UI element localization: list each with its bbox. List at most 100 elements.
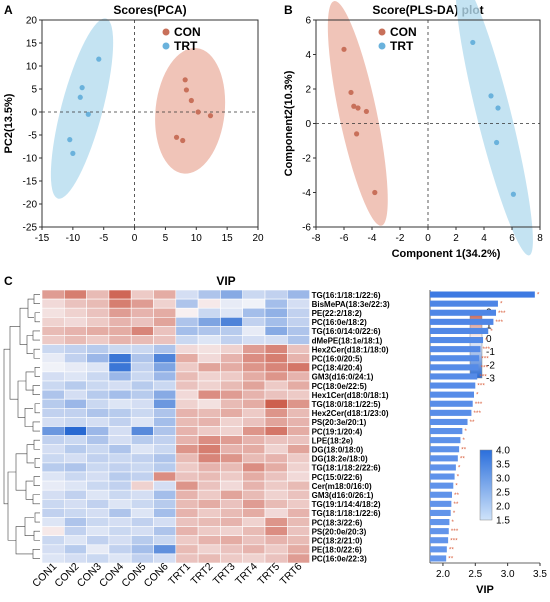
significance-label: * bbox=[537, 292, 540, 299]
heatmap-cell bbox=[153, 535, 177, 546]
heatmap-cell bbox=[153, 289, 177, 300]
significance-label: * bbox=[451, 519, 454, 526]
x-tick-label: -8 bbox=[312, 233, 321, 244]
row-label: PE(18:0/22:6) bbox=[312, 546, 363, 555]
heatmap-cell bbox=[108, 462, 132, 473]
dendrogram-branch bbox=[34, 458, 40, 468]
heatmap-cell bbox=[197, 344, 221, 354]
y-tick-label: -6 bbox=[302, 223, 311, 234]
x-tick-label: 10 bbox=[191, 233, 203, 244]
heatmap-cell bbox=[153, 380, 177, 391]
dendrogram-branch bbox=[7, 471, 16, 541]
heatmap-cell bbox=[286, 389, 310, 400]
dendrogram-branch bbox=[24, 408, 33, 427]
data-point-trt bbox=[488, 93, 494, 99]
heatmap-cell bbox=[86, 353, 110, 364]
heatmap-cell bbox=[64, 499, 87, 509]
row-label: PC(18:0e/22:5) bbox=[312, 382, 367, 391]
heatmap-cell bbox=[130, 417, 154, 427]
heatmap-cell bbox=[130, 435, 154, 446]
vip-colorbar-tick-label: 2.5 bbox=[496, 488, 510, 499]
x-tick-label: 20 bbox=[252, 233, 264, 244]
heatmap-cell bbox=[64, 344, 87, 354]
heatmap-cell bbox=[220, 289, 243, 300]
heatmap-cell bbox=[264, 471, 288, 482]
heatmap-cell bbox=[64, 398, 87, 409]
dendrogram-branch bbox=[33, 294, 40, 304]
heatmap-cell bbox=[108, 426, 132, 436]
heatmap-cell bbox=[41, 462, 65, 473]
x-tick-label: -4 bbox=[368, 233, 377, 244]
data-point-con bbox=[180, 137, 186, 144]
heatmap-cell bbox=[286, 335, 310, 345]
heatmap-cell bbox=[286, 444, 310, 455]
row-label: PC(19:1/20:4) bbox=[312, 427, 363, 436]
heatmap-cell bbox=[242, 289, 266, 300]
row-label: Hex1Cer(d18:0/18:1) bbox=[312, 391, 389, 400]
heatmap-cell bbox=[108, 480, 132, 491]
heatmap-cell bbox=[64, 316, 87, 327]
heatmap-cell bbox=[130, 553, 154, 564]
vip-x-tick-label: 3.0 bbox=[501, 569, 515, 580]
colorbar-tick-label: -2 bbox=[486, 360, 495, 371]
row-label: PC(16:0e/22:3) bbox=[312, 555, 367, 564]
heatmap-cell bbox=[197, 298, 221, 309]
heatmap-cell bbox=[130, 489, 154, 500]
heatmap-cell bbox=[41, 316, 65, 327]
y-tick-label: 0 bbox=[31, 108, 37, 119]
heatmap-cell bbox=[175, 453, 199, 464]
heatmap-cell bbox=[264, 417, 288, 427]
heatmap-cell bbox=[153, 544, 177, 555]
heatmap-cell bbox=[86, 398, 110, 409]
heatmap-cell bbox=[175, 335, 199, 345]
heatmap-cell bbox=[264, 371, 288, 382]
heatmap-cell bbox=[130, 408, 154, 418]
significance-label: ** bbox=[460, 455, 466, 462]
vip-bar bbox=[430, 555, 447, 562]
heatmap-cell bbox=[108, 489, 132, 500]
heatmap-cell bbox=[86, 535, 110, 546]
heatmap-cell bbox=[153, 453, 177, 464]
heatmap-cell bbox=[86, 526, 110, 537]
colorbar-tick-label: 1 bbox=[486, 321, 492, 332]
heatmap-cell bbox=[86, 453, 110, 464]
significance-label: * bbox=[462, 437, 465, 444]
dendrogram-branch bbox=[26, 335, 33, 354]
heatmap-cell bbox=[242, 471, 266, 482]
y-tick-label: 20 bbox=[26, 16, 38, 27]
data-point-con bbox=[183, 87, 190, 93]
heatmap-cell bbox=[242, 517, 266, 527]
heatmap-cell bbox=[286, 553, 310, 564]
heatmap-cell bbox=[41, 298, 65, 309]
heatmap-cell bbox=[130, 380, 154, 391]
heatmap-cell bbox=[286, 453, 310, 464]
row-label: PC(15:0/22:6) bbox=[312, 473, 363, 482]
row-label: GM3(d16:0/26:1) bbox=[312, 491, 374, 500]
row-label: TG(19:1/14:4/18:2) bbox=[312, 500, 381, 509]
panel-c: C VIP TG(16:1/18:1/22:6) BisMePA(18:3e/22:3… bbox=[0, 270, 550, 597]
heatmap-cell bbox=[264, 344, 288, 354]
heatmap-cell bbox=[242, 408, 266, 418]
confidence-ellipse-trt bbox=[455, 0, 533, 256]
heatmap-cell bbox=[130, 426, 154, 436]
column-label: TRT4 bbox=[233, 561, 260, 588]
heatmap-cell bbox=[130, 289, 154, 300]
heatmap-cell bbox=[86, 326, 110, 336]
heatmap-cell bbox=[41, 389, 65, 400]
y-tick-label: 6 bbox=[305, 16, 311, 27]
heatmap-cell bbox=[286, 380, 310, 391]
heatmap-cell bbox=[264, 353, 288, 364]
heatmap-cell bbox=[108, 389, 132, 400]
dendrogram-branch bbox=[34, 403, 40, 414]
vip-bar bbox=[430, 382, 476, 389]
dendrogram-branch bbox=[33, 476, 40, 486]
significance-label: * bbox=[458, 465, 461, 472]
heatmap-cell bbox=[197, 380, 221, 391]
data-point-trt bbox=[495, 105, 501, 111]
heatmap-cell bbox=[64, 353, 87, 364]
heatmap-cell bbox=[86, 517, 110, 527]
y-tick-label: 2 bbox=[305, 85, 311, 96]
heatmap-cell bbox=[64, 453, 87, 464]
heatmap-cell bbox=[153, 326, 177, 336]
heatmap-cell bbox=[197, 389, 221, 400]
